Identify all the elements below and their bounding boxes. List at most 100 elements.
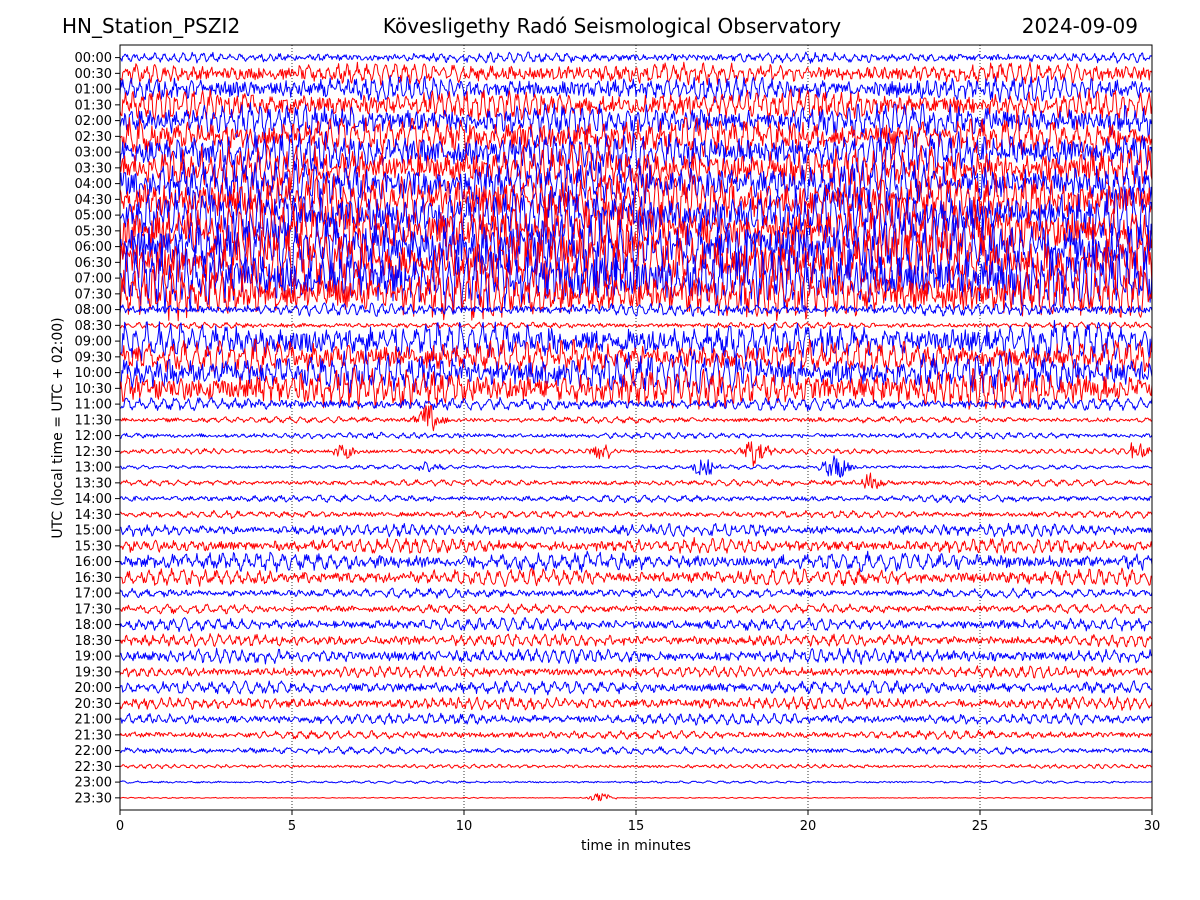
y-tick-label: 22:30 bbox=[75, 760, 112, 775]
seismic-trace-0830 bbox=[120, 321, 1152, 330]
y-tick-label: 14:30 bbox=[75, 508, 112, 523]
seismic-trace-1500 bbox=[120, 522, 1152, 538]
x-axis-label: time in minutes bbox=[581, 838, 691, 854]
seismic-trace-0300 bbox=[120, 131, 1152, 173]
seismic-trace-2000 bbox=[120, 680, 1152, 696]
seismic-trace-0930 bbox=[120, 338, 1152, 376]
x-axis: 0 5 10 15 20 25 30 bbox=[116, 810, 1160, 834]
y-tick-label: 06:00 bbox=[75, 240, 112, 255]
y-tick-label: 23:00 bbox=[75, 776, 112, 791]
seismic-trace-0500 bbox=[120, 185, 1152, 246]
seismic-trace-2200 bbox=[120, 746, 1152, 755]
y-tick-label: 19:30 bbox=[75, 665, 112, 680]
seismic-trace-2030 bbox=[120, 696, 1152, 711]
seismic-trace-1700 bbox=[120, 587, 1152, 599]
y-tick-label: 18:00 bbox=[75, 618, 112, 633]
x-tick-label: 15 bbox=[628, 819, 645, 834]
y-tick-label: 08:00 bbox=[75, 303, 112, 318]
y-tick-label: 23:30 bbox=[75, 791, 112, 806]
y-tick-label: 03:30 bbox=[75, 161, 112, 176]
x-tick-label: 30 bbox=[1144, 819, 1161, 834]
y-tick-label: 13:00 bbox=[75, 461, 112, 476]
y-tick-label: 08:30 bbox=[75, 319, 112, 334]
y-tick-label: 01:30 bbox=[75, 98, 112, 113]
seismic-trace-2130 bbox=[120, 729, 1152, 740]
seismic-trace-1800 bbox=[120, 617, 1152, 633]
y-tick-label: 11:30 bbox=[75, 413, 112, 428]
y-tick-label: 00:30 bbox=[75, 67, 112, 82]
y-tick-label: 13:30 bbox=[75, 476, 112, 491]
seismic-trace-1830 bbox=[120, 633, 1152, 648]
seismic-trace-2300 bbox=[120, 780, 1152, 784]
seismic-trace-1730 bbox=[120, 603, 1152, 615]
y-tick-label: 06:30 bbox=[75, 256, 112, 271]
seismic-trace-1600 bbox=[120, 550, 1152, 573]
seismic-trace-1330 bbox=[120, 472, 1152, 490]
y-tick-label: 10:30 bbox=[75, 382, 112, 397]
seismic-trace-1200 bbox=[120, 431, 1152, 440]
y-tick-label: 21:30 bbox=[75, 728, 112, 743]
y-tick-label: 17:30 bbox=[75, 602, 112, 617]
seismic-trace-0900 bbox=[120, 319, 1152, 363]
date-title: 2024-09-09 bbox=[1021, 14, 1138, 38]
y-tick-label: 05:00 bbox=[75, 209, 112, 224]
seismic-trace-1130 bbox=[120, 405, 1152, 432]
y-tick-label: 00:00 bbox=[75, 51, 112, 66]
y-tick-label: 04:30 bbox=[75, 193, 112, 208]
seismic-trace-1000 bbox=[120, 350, 1152, 396]
x-tick-label: 10 bbox=[456, 819, 473, 834]
seismic-trace-0530 bbox=[120, 197, 1152, 263]
seismic-trace-0730 bbox=[120, 266, 1152, 322]
y-tick-label: 03:00 bbox=[75, 146, 112, 161]
y-tick-label: 04:00 bbox=[75, 177, 112, 192]
y-tick-label: 09:00 bbox=[75, 335, 112, 350]
y-tick-label: 11:00 bbox=[75, 398, 112, 413]
seismic-trace-1630 bbox=[120, 567, 1152, 587]
seismic-trace-0000 bbox=[120, 51, 1152, 64]
y-tick-label: 22:00 bbox=[75, 744, 112, 759]
seismic-trace-1230 bbox=[120, 441, 1152, 467]
y-tick-label: 10:00 bbox=[75, 366, 112, 381]
seismic-trace-0130 bbox=[120, 88, 1152, 121]
seismic-trace-0630 bbox=[120, 230, 1152, 297]
y-axis: 00:0000:3001:0001:3002:0002:3003:0003:30… bbox=[75, 51, 120, 806]
y-tick-label: 21:00 bbox=[75, 713, 112, 728]
y-tick-label: 02:30 bbox=[75, 130, 112, 145]
trace-layer bbox=[120, 51, 1152, 802]
x-tick-label: 20 bbox=[800, 819, 817, 834]
y-tick-label: 19:00 bbox=[75, 650, 112, 665]
y-tick-label: 01:00 bbox=[75, 83, 112, 98]
x-tick-label: 5 bbox=[288, 819, 296, 834]
y-tick-label: 07:30 bbox=[75, 287, 112, 302]
observatory-title: Kövesligethy Radó Seismological Observat… bbox=[382, 14, 842, 38]
y-tick-label: 09:30 bbox=[75, 350, 112, 365]
y-tick-label: 02:00 bbox=[75, 114, 112, 129]
y-axis-label: UTC (local time = UTC + 02:00) bbox=[50, 317, 66, 538]
y-tick-label: 12:30 bbox=[75, 445, 112, 460]
y-tick-label: 14:00 bbox=[75, 492, 112, 507]
y-tick-label: 05:30 bbox=[75, 224, 112, 239]
seismic-trace-0330 bbox=[120, 143, 1152, 193]
seismic-trace-1430 bbox=[120, 509, 1152, 519]
y-tick-label: 15:30 bbox=[75, 539, 112, 554]
x-tick-label: 25 bbox=[972, 819, 989, 834]
y-tick-label: 17:00 bbox=[75, 587, 112, 602]
y-tick-label: 18:30 bbox=[75, 634, 112, 649]
y-tick-label: 15:00 bbox=[75, 524, 112, 539]
y-tick-label: 20:00 bbox=[75, 681, 112, 696]
seismic-trace-1900 bbox=[120, 647, 1152, 665]
seismic-trace-0030 bbox=[120, 61, 1152, 86]
station-name-title: HN_Station_PSZI2 bbox=[62, 14, 241, 38]
y-tick-label: 07:00 bbox=[75, 272, 112, 287]
y-tick-label: 12:00 bbox=[75, 429, 112, 444]
seismic-trace-2330 bbox=[120, 793, 1152, 802]
seismic-trace-1930 bbox=[120, 665, 1152, 679]
seismic-trace-1100 bbox=[120, 396, 1152, 412]
y-tick-label: 16:00 bbox=[75, 555, 112, 570]
seismic-trace-2230 bbox=[120, 763, 1152, 770]
seismic-trace-0100 bbox=[120, 75, 1152, 104]
seismic-trace-0800 bbox=[120, 302, 1152, 317]
seismic-trace-1030 bbox=[120, 367, 1152, 410]
y-tick-label: 16:30 bbox=[75, 571, 112, 586]
